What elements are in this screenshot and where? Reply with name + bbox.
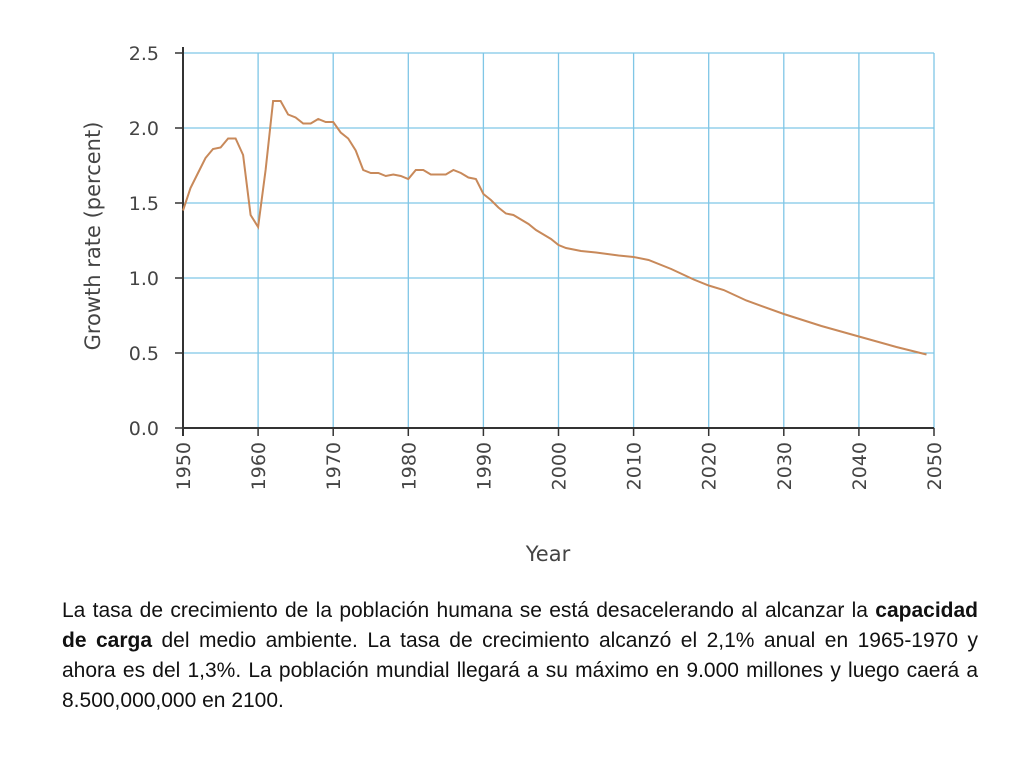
y-axis-label: Growth rate (percent) [81,122,105,351]
x-tick-label: 2020 [699,442,721,490]
x-tick-label: 2050 [924,442,946,490]
x-tick-label: 2000 [549,442,571,490]
x-tick-label: 1980 [398,442,420,490]
caption: La tasa de crecimiento de la población h… [62,596,978,716]
growth-rate-line [182,100,927,356]
x-tick-label: 2010 [624,442,646,490]
x-axis-label: Year [525,542,571,566]
axes [175,47,935,436]
y-tick-labels: 0.0 0.5 1.0 1.5 2.0 2.5 [129,43,159,440]
x-tick-label: 1970 [323,442,345,490]
y-tick-label: 1.5 [129,193,159,215]
caption-text-2: del medio ambiente. La tasa de crecimien… [62,629,978,712]
x-tick-label: 2040 [849,442,871,490]
x-tick-label: 1960 [248,442,270,490]
grid [182,52,935,429]
y-tick-label: 1.0 [129,268,159,290]
y-tick-label: 0.0 [129,418,159,440]
y-tick-label: 2.0 [129,118,159,140]
y-tick-label: 0.5 [129,343,159,365]
caption-bold-term: capacidad de carga [62,599,978,652]
x-tick-label: 1950 [173,442,195,490]
x-tick-label: 1990 [473,442,495,490]
growth-rate-chart: 0.0 0.5 1.0 1.5 2.0 2.5 1950 1960 1970 1980 1990 2… [81,43,946,566]
y-tick-label: 2.5 [129,43,159,65]
caption-text-1: La tasa de crecimiento de la población h… [62,599,876,622]
x-tick-label: 2030 [774,442,796,490]
x-tick-labels: 1950 1960 1970 1980 1990 2000 2010 2020 2030 2040… [173,442,946,490]
